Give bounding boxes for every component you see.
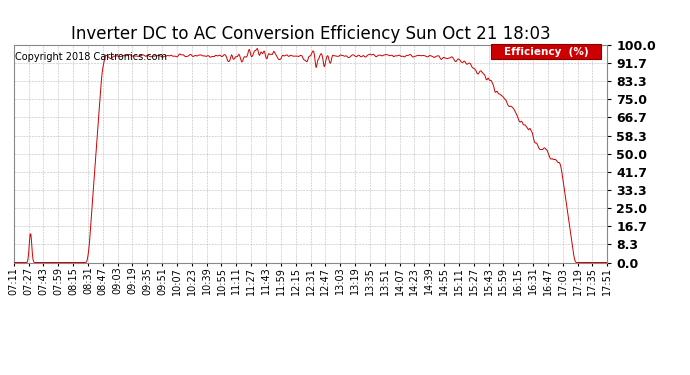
FancyBboxPatch shape [491, 44, 601, 59]
Text: Copyright 2018 Cartronics.com: Copyright 2018 Cartronics.com [15, 51, 167, 62]
Title: Inverter DC to AC Conversion Efficiency Sun Oct 21 18:03: Inverter DC to AC Conversion Efficiency … [70, 26, 551, 44]
Text: Efficiency  (%): Efficiency (%) [504, 46, 589, 57]
